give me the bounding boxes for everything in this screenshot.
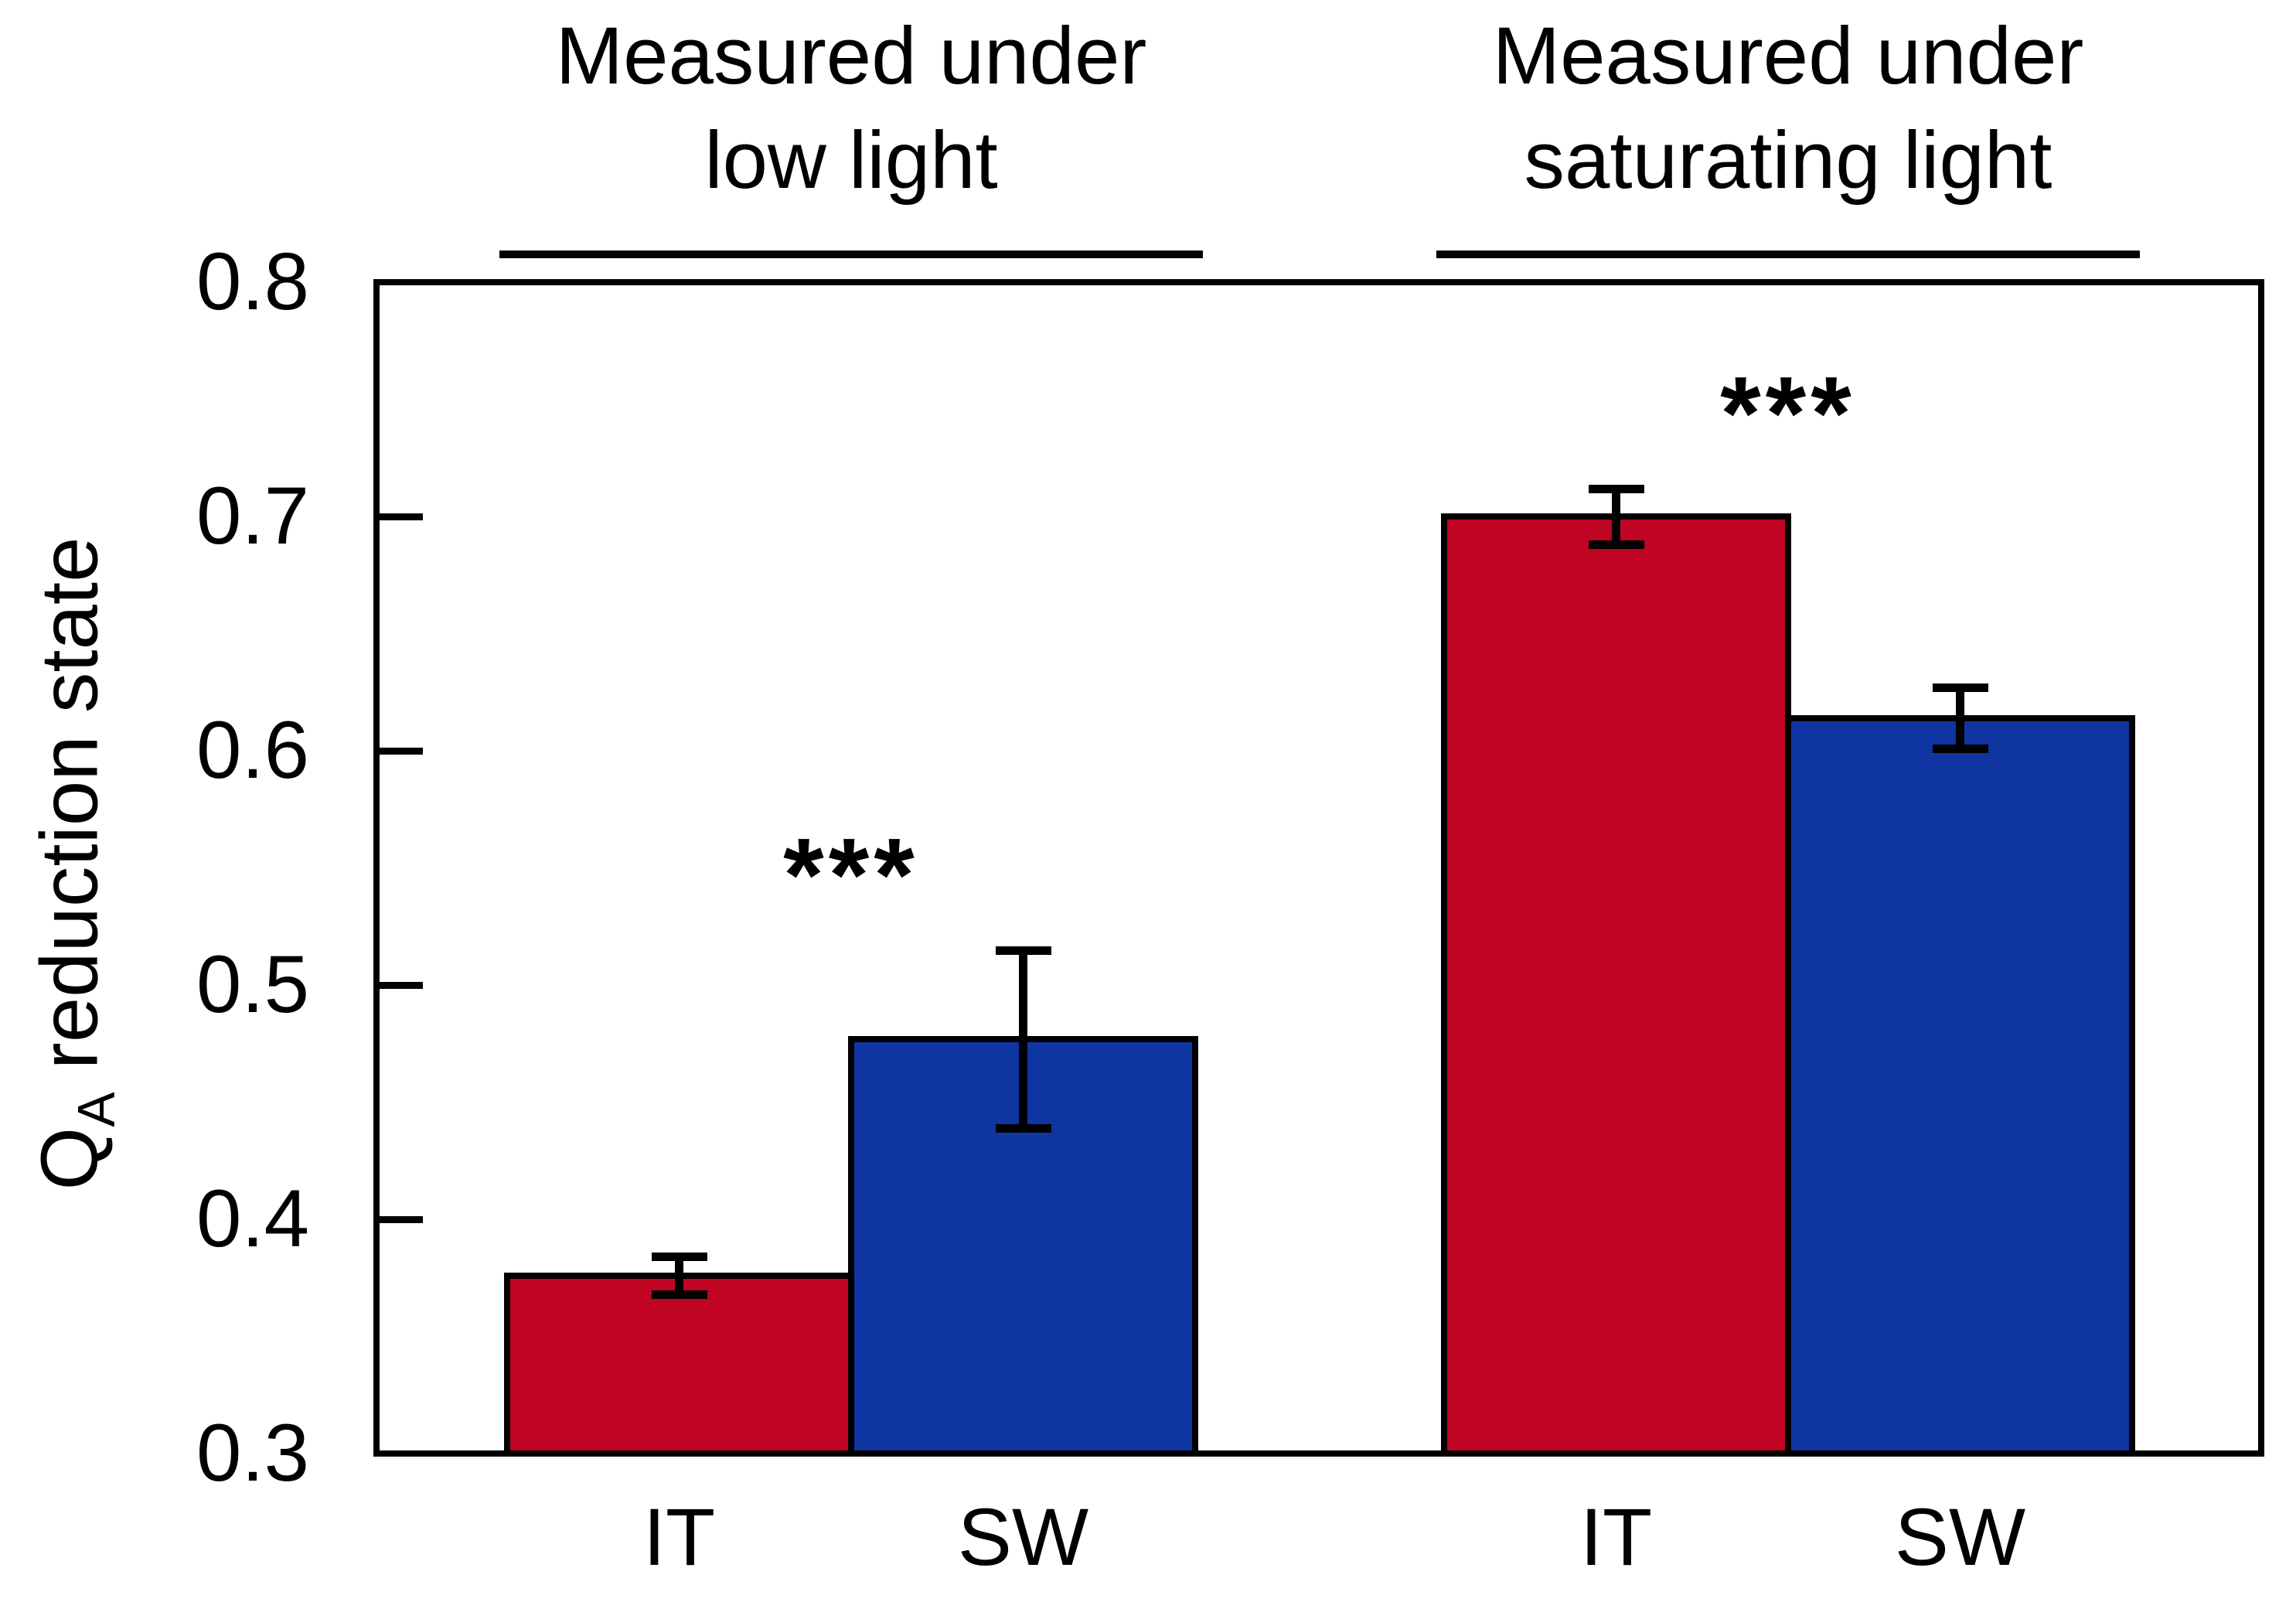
y-tick-mark [380, 513, 423, 520]
group-header: Measured under saturating light [1286, 4, 2291, 213]
error-bar-cap-bottom [1932, 744, 1988, 753]
y-axis-title: QA reduction state [24, 537, 127, 1191]
group-header: Measured under low light [349, 4, 1354, 213]
x-axis-label-sw: SW [957, 1492, 1089, 1583]
bar-sw [1785, 714, 2135, 1457]
error-bar-it [651, 1253, 707, 1299]
bar-it [504, 1272, 854, 1457]
error-bar-cap-bottom [1588, 540, 1644, 550]
y-tick-label: 0.8 [196, 237, 309, 327]
y-tick-label: 0.7 [196, 471, 309, 561]
group-header-line1: Measured under [555, 11, 1147, 101]
y-tick-label: 0.4 [196, 1174, 309, 1264]
bar-it [1441, 513, 1791, 1457]
y-tick-mark [380, 982, 423, 989]
significance-stars: *** [783, 816, 919, 933]
group-header-line2: low light [704, 115, 998, 206]
error-bar-it [1588, 484, 1644, 550]
error-bar-cap-bottom [651, 1290, 707, 1299]
error-bar-stem [674, 1253, 683, 1299]
significance-stars: *** [1720, 354, 1856, 472]
group-header-line1: Measured under [1492, 11, 2084, 101]
x-axis-label-sw: SW [1894, 1492, 2026, 1583]
error-bar-sw [995, 946, 1051, 1133]
x-axis-label-it: IT [1579, 1492, 1653, 1583]
y-tick-mark [380, 748, 423, 755]
group-header-underline [1436, 251, 2140, 258]
group-header-line2: saturating light [1524, 115, 2052, 206]
group-header-underline [499, 251, 1203, 258]
error-bar-cap-bottom [995, 1123, 1051, 1133]
y-tick-label: 0.6 [196, 705, 309, 796]
y-tick-label: 0.3 [196, 1408, 309, 1498]
y-axis-title-subscript: A [66, 1092, 126, 1127]
error-bar-stem [1018, 946, 1027, 1133]
y-tick-mark [380, 1216, 423, 1223]
error-bar-sw [1932, 683, 1988, 753]
x-axis-label-it: IT [642, 1492, 716, 1583]
y-tick-label: 0.5 [196, 939, 309, 1030]
error-bar-stem [1955, 683, 1964, 753]
error-bar-stem [1611, 484, 1620, 550]
